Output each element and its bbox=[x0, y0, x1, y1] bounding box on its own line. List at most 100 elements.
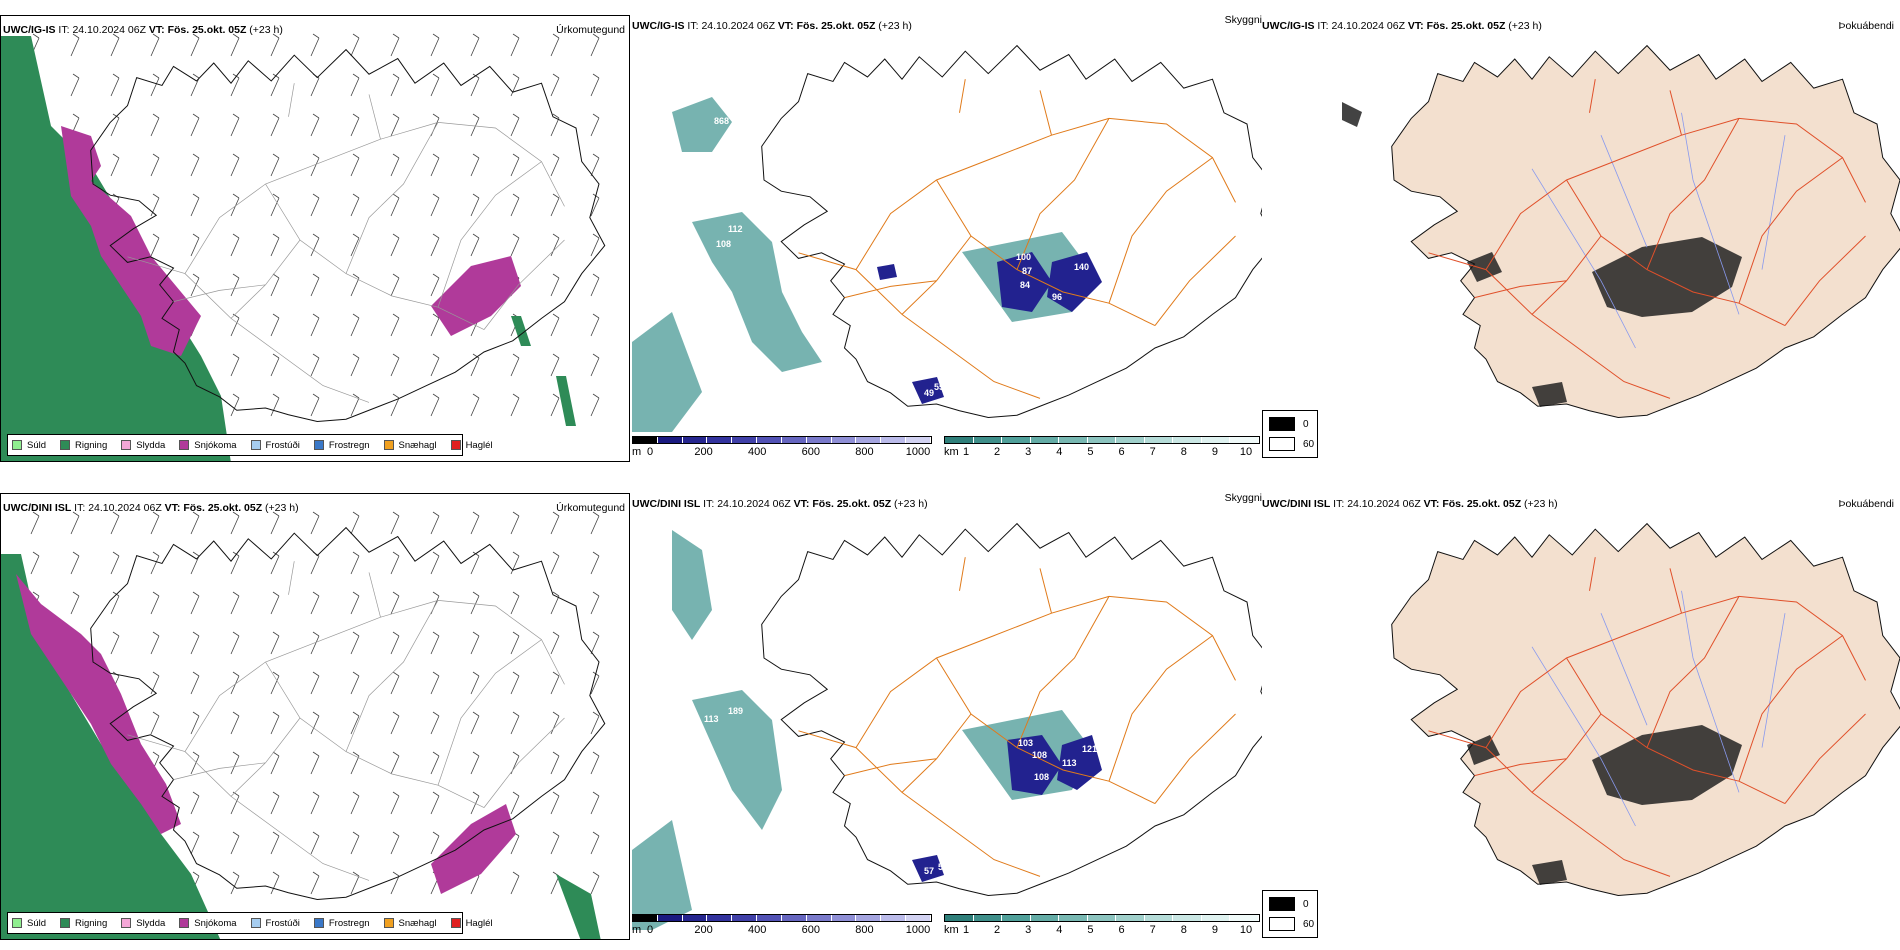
visibility-panel: 868 112 108 116 100 87 84 96 140 55 49 UWC/IG-IS I… bbox=[632, 12, 1262, 472]
cloud-value-label: 108 bbox=[1034, 772, 1049, 782]
precip-map-frame: UWC/DINI ISL IT: 24.10.2024 06Z VT: Fös.… bbox=[0, 493, 630, 940]
colorbar-swatch bbox=[806, 915, 832, 921]
fog-legend-swatch bbox=[1269, 417, 1295, 431]
legend-swatch bbox=[60, 440, 71, 450]
colorbar-tick-label: 400 bbox=[748, 924, 767, 936]
colorbar-tick-label: 1000 bbox=[905, 924, 931, 936]
fog-legend-swatch bbox=[1269, 917, 1295, 931]
fog-map bbox=[1342, 12, 1900, 462]
colorbar-swatch bbox=[682, 915, 708, 921]
colorbar-swatch bbox=[1002, 915, 1031, 921]
colorbar-tick-label: 2 bbox=[994, 446, 1001, 458]
colorbar-swatch bbox=[945, 915, 974, 921]
legend-label: Frostregn bbox=[328, 439, 370, 451]
precip-type-panel: UWC/IG-IS IT: 24.10.2024 06Z VT: Fös. 25… bbox=[0, 12, 632, 472]
legend-item: Súld bbox=[12, 918, 46, 929]
forecast-row-dini: UWC/DINI ISL IT: 24.10.2024 06Z VT: Fös.… bbox=[0, 490, 1900, 950]
colorbar-swatch bbox=[1002, 437, 1031, 443]
colorbar-swatch bbox=[707, 437, 733, 443]
legend-label: Súld bbox=[27, 917, 47, 929]
product-name: Skyggni bbox=[1224, 492, 1262, 504]
colorbar-swatch bbox=[682, 437, 708, 443]
cloud-value-label: 108 bbox=[716, 239, 731, 249]
colorbar-swatch bbox=[1144, 437, 1174, 443]
colorbar-swatch bbox=[1230, 915, 1260, 921]
legend-item: Snjókoma bbox=[179, 917, 237, 929]
legend-item: Frostúði bbox=[250, 439, 300, 451]
colorbar-tick-label: 6 bbox=[1118, 446, 1125, 458]
cloud-value-label: 57 bbox=[924, 866, 934, 876]
colorbar-swatch bbox=[1059, 915, 1088, 921]
colorbar-unit: m bbox=[632, 924, 642, 936]
fog-legend-swatch bbox=[1269, 897, 1295, 911]
colorbar-swatch bbox=[757, 915, 782, 921]
panel-title: UWC/IG-IS IT: 24.10.2024 06Z VT: Fös. 25… bbox=[1262, 20, 1542, 32]
colorbar-swatch bbox=[906, 915, 931, 921]
colorbar-swatch bbox=[633, 437, 658, 443]
legend-label: Frostregn bbox=[328, 917, 370, 929]
colorbar-swatch bbox=[881, 915, 907, 921]
colorbar-unit: km bbox=[944, 446, 959, 458]
colorbar-swatch bbox=[781, 915, 807, 921]
fog-legend-label: 60 bbox=[1303, 438, 1315, 450]
legend-label: Frostúði bbox=[265, 439, 300, 451]
colorbar-ticks: m 0 200 400 600 800 1000 bbox=[632, 922, 932, 936]
fog-legend-label: 60 bbox=[1303, 918, 1315, 930]
product-name: Skyggni bbox=[1224, 14, 1262, 26]
colorbar-swatch bbox=[1030, 915, 1060, 921]
colorbar-swatch bbox=[732, 915, 758, 921]
colorbar-tick-label: 5 bbox=[1087, 924, 1094, 936]
cloud-value-label: 140 bbox=[1074, 262, 1089, 272]
colorbar-tick-label: 10 bbox=[1239, 924, 1253, 936]
colorbar-strip bbox=[944, 914, 1260, 922]
cloud-value-label: 108 bbox=[1032, 750, 1047, 760]
colorbar-swatch bbox=[1173, 437, 1202, 443]
cloud-value-label: 189 bbox=[728, 706, 743, 716]
cloud-value-label: 116 bbox=[1106, 732, 1121, 742]
cloud-value-label: 116 bbox=[896, 259, 911, 269]
colorbar-swatch bbox=[973, 437, 1003, 443]
product-name: Þokuábendi bbox=[1838, 20, 1894, 32]
legend-label: Snjókoma bbox=[194, 917, 237, 929]
forecast-row-igis: UWC/IG-IS IT: 24.10.2024 06Z VT: Fös. 25… bbox=[0, 12, 1900, 472]
cloudbase-colorbar: m 0 200 400 600 800 1000 bbox=[632, 436, 932, 458]
precip-type-panel: UWC/DINI ISL IT: 24.10.2024 06Z VT: Fös.… bbox=[0, 490, 632, 950]
legend-swatch bbox=[121, 918, 132, 928]
legend-swatch bbox=[313, 918, 324, 928]
visibility-colorbar: km 1 2 3 4 5 6 7 8 9 10 bbox=[944, 436, 1260, 458]
legend-swatch bbox=[12, 918, 22, 928]
colorbar-ticks: m 0 200 400 600 800 1000 bbox=[632, 444, 932, 458]
legend-swatch bbox=[179, 440, 190, 450]
colorbar-unit: m bbox=[632, 446, 642, 458]
colorbar-tick-label: 800 bbox=[855, 924, 874, 936]
precip-legend: Súld Rigning Slydda Snjókoma Frostúði Frostre… bbox=[7, 434, 493, 456]
colorbar-swatch bbox=[831, 437, 857, 443]
legend-swatch bbox=[313, 440, 324, 450]
colorbar-ticks: km 1 2 3 4 5 6 7 8 9 10 bbox=[944, 444, 1260, 458]
cloudbase-colorbar: m 0 200 400 600 800 1000 bbox=[632, 914, 932, 936]
fog-legend-item: 60 bbox=[1269, 917, 1314, 931]
fog-legend-item: 0 bbox=[1269, 897, 1309, 911]
panel-title: UWC/DINI ISL IT: 24.10.2024 06Z VT: Fös.… bbox=[632, 498, 928, 510]
colorbar-tick-label: 200 bbox=[694, 924, 713, 936]
fog-panel: UWC/DINI ISL IT: 24.10.2024 06Z VT: Fös.… bbox=[1262, 490, 1900, 950]
visibility-map: 113 189 103 108 108 113 121 116 57 53 bbox=[632, 490, 1262, 930]
colorbar-swatch bbox=[1030, 437, 1060, 443]
colorbar-tick-label: 600 bbox=[801, 446, 820, 458]
cloud-value-label: 113 bbox=[1062, 758, 1077, 768]
colorbar-swatch bbox=[1087, 437, 1117, 443]
colorbar-tick-label: 4 bbox=[1056, 924, 1063, 936]
legend-swatch bbox=[60, 918, 71, 928]
colorbar-tick-label: 3 bbox=[1025, 446, 1032, 458]
precip-map bbox=[1, 511, 630, 939]
legend-swatch bbox=[383, 440, 394, 450]
legend-label: Slydda bbox=[136, 439, 166, 451]
fog-panel: UWC/IG-IS IT: 24.10.2024 06Z VT: Fös. 25… bbox=[1262, 12, 1900, 472]
legend-label: Snæhagl bbox=[398, 917, 437, 929]
cloud-value-label: 112 bbox=[728, 224, 743, 234]
colorbar-tick-label: 9 bbox=[1211, 924, 1218, 936]
cloud-value-label: 53 bbox=[938, 862, 948, 872]
colorbar-tick-label: 8 bbox=[1180, 924, 1187, 936]
legend-swatch bbox=[250, 918, 261, 928]
cloud-value-label: 87 bbox=[1022, 266, 1032, 276]
